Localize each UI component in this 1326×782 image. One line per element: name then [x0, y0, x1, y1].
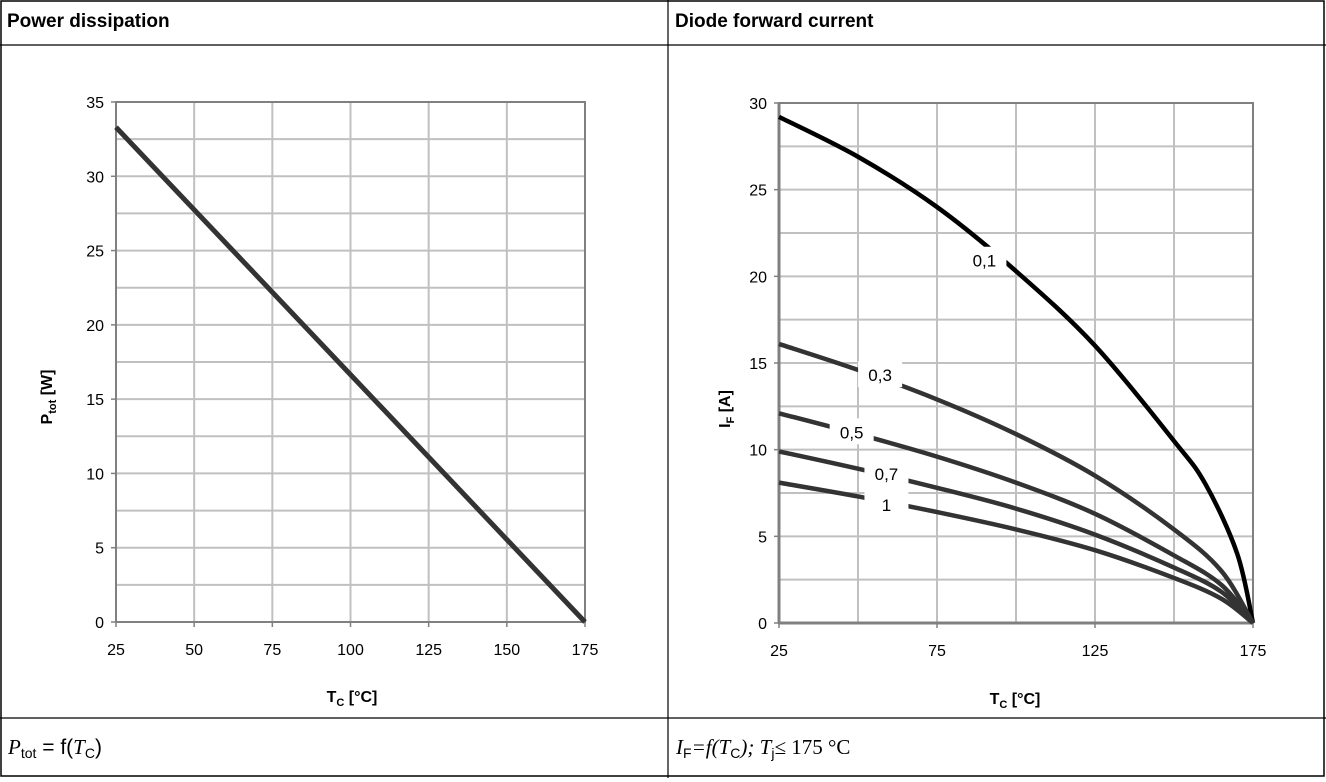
caption-symbol: T — [73, 735, 85, 759]
caption-subscript: tot — [20, 745, 37, 761]
diode-forward-current-chart: 0 5 10 15 20 25 30 25 75 125 175 0,1 0,3 0,5 0,7 1 IF [… — [717, 96, 1266, 711]
caption-text: ) — [94, 736, 102, 759]
plot-area: 0 5 10 15 20 25 30 25 75 125 175 0,1 0,3 0,5 0,7 1 — [749, 96, 1266, 660]
x-tick-label: 100 — [337, 642, 364, 659]
x-tick-label: 150 — [493, 642, 520, 659]
y-tick-label: 30 — [749, 96, 767, 113]
x-tick-label: 25 — [770, 643, 788, 660]
x-tick-label: 175 — [1240, 643, 1267, 660]
caption-text: =f( — [691, 735, 719, 759]
x-tick-label: 50 — [185, 642, 203, 659]
plot-area: 0 5 10 15 20 25 30 35 25 50 75 100 125 150 175 — [86, 95, 598, 659]
y-tick-label: 15 — [749, 356, 767, 373]
panel-title-right: Diode forward current — [675, 11, 874, 32]
caption-subscript: C — [84, 745, 95, 761]
series-label-bg — [858, 361, 903, 388]
y-tick-label: 0 — [95, 615, 104, 632]
series-label-bg — [864, 491, 909, 518]
series-line — [114, 125, 587, 624]
y-tick-label: 20 — [86, 318, 104, 335]
caption-symbol: I — [676, 735, 683, 759]
series-label-bg — [864, 459, 909, 486]
y-tick-label: 10 — [749, 443, 767, 460]
x-axis-label: TC [°C] — [327, 689, 378, 709]
series-label-bg — [962, 246, 1007, 273]
y-tick-label: 0 — [758, 616, 767, 633]
caption-subscript: F — [683, 745, 692, 761]
caption-symbol: P — [8, 735, 21, 759]
x-tick-label: 75 — [928, 643, 946, 660]
caption-symbol: T — [718, 735, 731, 759]
series-label: 0,5 — [840, 423, 864, 442]
y-axis-label: IF [A] — [717, 390, 737, 428]
x-tick-label: 175 — [572, 642, 599, 659]
series-line — [777, 114, 1256, 624]
x-tick-label: 125 — [415, 642, 442, 659]
caption-subscript: j — [771, 745, 775, 761]
panel-title-left: Power dissipation — [7, 11, 170, 32]
y-tick-label: 5 — [95, 541, 104, 558]
x-tick-label: 75 — [263, 642, 281, 659]
x-axis-label: TC [°C] — [990, 691, 1041, 711]
series-label: 1 — [882, 496, 891, 515]
y-axis-label: Ptot [W] — [39, 370, 59, 425]
y-tick-label: 10 — [86, 466, 104, 483]
y-tick-label: 25 — [749, 183, 767, 200]
caption-left: Ptot = f(TC) — [0, 718, 668, 776]
caption-symbol: T — [759, 735, 772, 759]
caption-text: ≤ 175 °C — [774, 735, 851, 759]
x-tick-label: 25 — [107, 642, 125, 659]
series-label-bg — [829, 418, 874, 445]
caption-text: ); — [740, 735, 760, 759]
series-label: 0,7 — [875, 465, 899, 484]
y-tick-label: 5 — [758, 529, 767, 546]
y-tick-label: 15 — [86, 392, 104, 409]
caption-text: = f( — [36, 736, 74, 759]
y-tick-label: 35 — [86, 95, 104, 112]
y-tick-label: 25 — [86, 244, 104, 261]
caption-right: IF=f(TC); Tj≤ 175 °C — [668, 718, 1326, 776]
y-tick-label: 20 — [749, 269, 767, 286]
power-dissipation-chart: 0 5 10 15 20 25 30 35 25 50 75 100 125 150 175 Ptot [W… — [39, 95, 598, 709]
y-tick-label: 30 — [86, 169, 104, 186]
x-tick-label: 125 — [1082, 643, 1109, 660]
series-label: 0,1 — [973, 252, 997, 271]
series-label: 0,3 — [868, 366, 892, 385]
caption-subscript: C — [730, 745, 741, 761]
